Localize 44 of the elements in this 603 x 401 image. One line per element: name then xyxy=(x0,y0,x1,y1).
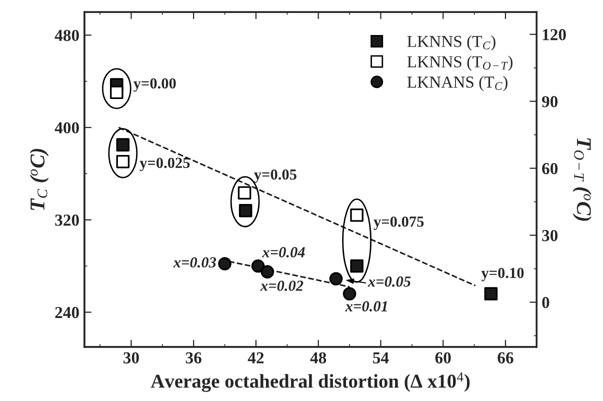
x-tick-label: 54 xyxy=(373,352,389,364)
y2-tick-label: 120 xyxy=(542,29,566,40)
x-tick-label: 36 xyxy=(186,352,202,364)
x-tick-label: 60 xyxy=(435,352,451,364)
point xyxy=(260,265,274,278)
x-tick-label: 48 xyxy=(310,352,326,364)
y2-tick-label: 90 xyxy=(542,96,558,108)
y-axis-title: T$_{C}$ ($^{o}$C) xyxy=(30,148,49,210)
y2-tick-label: 30 xyxy=(542,230,558,242)
point xyxy=(329,272,343,286)
legend-label: LKNNS (T$_{O−T}$) xyxy=(407,56,512,71)
x-tick-label: 42 xyxy=(248,352,264,364)
point xyxy=(218,257,232,270)
y-tick-label: 240 xyxy=(55,306,79,318)
annotation: y=0.025 xyxy=(140,158,190,172)
y-tick-label: 480 xyxy=(54,30,79,42)
annotation: x=0.01 xyxy=(345,301,387,312)
point xyxy=(342,287,356,300)
legend-label: LKNNS (T$_{C}$) xyxy=(407,35,496,50)
annotation: y=0.10 xyxy=(481,268,524,282)
y2-tick-label: 0 xyxy=(542,296,550,308)
annotation: x=0.02 xyxy=(260,280,304,291)
annotation: y=0.075 xyxy=(374,216,424,230)
point xyxy=(350,259,364,273)
point xyxy=(484,287,498,300)
point xyxy=(251,259,265,273)
annotation: y=0.05 xyxy=(254,169,296,183)
legend-label: LKNANS (T$_{C}$) xyxy=(407,76,508,92)
y2-axis-title: T$_{O−T}$ ($^{o}$C) xyxy=(572,138,592,221)
y2-tick-label: 60 xyxy=(542,162,558,174)
point xyxy=(350,208,364,222)
x-tick-label: 66 xyxy=(498,352,514,364)
y-tick-label: 320 xyxy=(55,214,79,226)
y-tick-label: 400 xyxy=(54,122,79,134)
point xyxy=(238,204,252,218)
point xyxy=(238,186,252,200)
annotation: x=0.03 xyxy=(173,257,216,268)
x-axis-title: Average octahedral distortion (Δ x10$^{4}$) xyxy=(150,372,470,392)
point xyxy=(116,138,130,152)
x-tick-label: 30 xyxy=(124,352,139,364)
annotation: y=0.00 xyxy=(133,78,176,92)
annotation: x=0.05 xyxy=(368,276,411,287)
annotation: x=0.04 xyxy=(262,247,305,258)
point xyxy=(116,154,130,168)
